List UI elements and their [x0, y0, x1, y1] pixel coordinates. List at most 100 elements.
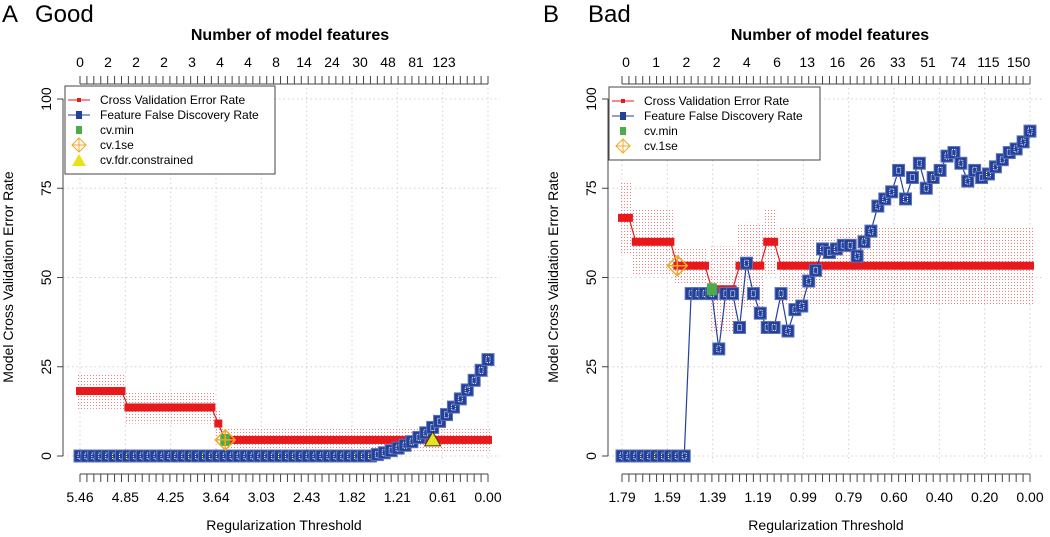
fdr-point-inner: [471, 376, 477, 384]
cv-point: [76, 387, 84, 396]
fdr-point-inner: [813, 266, 819, 274]
cv-point: [338, 435, 347, 444]
legend-label: cv.fdr.constrained: [100, 153, 193, 167]
fdr-point-inner: [757, 309, 763, 317]
x-tick-label: 0.00: [474, 489, 501, 505]
cv-point: [96, 387, 105, 396]
top-tick-label: 0: [622, 54, 630, 70]
fdr-point: [767, 320, 781, 334]
fdr-point: [781, 324, 795, 338]
fdr-point-inner: [986, 170, 992, 178]
top-tick-label: 123: [432, 54, 456, 70]
cv-point: [929, 261, 938, 270]
x-tick-label: 1.79: [608, 489, 635, 505]
x-tick-label: 4.85: [112, 489, 139, 505]
top-tick-label: 16: [830, 54, 846, 70]
cv-point: [943, 261, 952, 270]
cv-point: [1012, 261, 1021, 270]
cv-point: [449, 435, 458, 444]
legend-cv-1se-icon: [615, 138, 631, 154]
cv-point: [435, 435, 444, 444]
fdr-point: [774, 287, 788, 301]
top-tick-label: 13: [799, 54, 815, 70]
cv-1se-marker: [214, 428, 237, 451]
top-axis-title: Number of model features: [731, 27, 929, 44]
top-tick-label: 26: [860, 54, 876, 70]
cv-point: [283, 435, 292, 444]
cv-point: [484, 435, 492, 444]
cv-point: [352, 435, 361, 444]
fdr-point: [857, 235, 871, 249]
top-tick-label: 81: [408, 54, 424, 70]
fdr-point: [726, 287, 740, 301]
fdr-point-inner: [930, 174, 936, 182]
x-axis-title: Regularization Threshold: [748, 517, 903, 533]
fdr-point: [733, 320, 747, 334]
y-tick-label: 75: [583, 180, 599, 196]
cv-point: [749, 261, 758, 270]
legend-label: cv.1se: [644, 139, 678, 153]
top-tick-label: 4: [743, 54, 751, 70]
cv-min-marker: [706, 283, 717, 296]
y-axis-title: Model Cross Validation Error Rate: [0, 171, 16, 383]
legend-label: Feature False Discovery Rate: [644, 109, 803, 123]
cv-point: [839, 261, 848, 270]
cv-point: [311, 435, 320, 444]
y-tick-label: 0: [38, 452, 54, 460]
x-tick-label: 0.20: [971, 489, 998, 505]
x-tick-label: 3.03: [248, 489, 275, 505]
cv-point: [304, 435, 313, 444]
cv-point: [290, 435, 299, 444]
fdr-point: [809, 263, 823, 277]
cv-point: [694, 261, 703, 270]
top-tick-label: 2: [713, 54, 721, 70]
fdr-point: [899, 192, 913, 206]
y-tick-label: 50: [38, 270, 54, 286]
fdr-point: [947, 146, 961, 160]
cv-point: [158, 403, 167, 412]
top-tick-label: 0: [76, 54, 84, 70]
cv-point: [901, 261, 910, 270]
fdr-point: [912, 156, 926, 170]
fdr-point-inner: [450, 403, 456, 411]
fdr-point-inner: [937, 166, 943, 174]
cv-1se-marker: [666, 254, 689, 277]
fdr-point: [795, 299, 809, 313]
cv-point: [172, 403, 181, 412]
x-tick-label: 5.46: [66, 489, 93, 505]
cv-point: [687, 261, 696, 270]
cv-point: [735, 261, 744, 270]
top-tick-label: 2: [683, 54, 691, 70]
fdr-point-inner: [992, 163, 998, 171]
legend-label: cv.min: [644, 124, 678, 138]
cv-point: [998, 261, 1007, 270]
cv-point: [179, 403, 188, 412]
cv-point: [463, 435, 472, 444]
fdr-point: [753, 306, 767, 320]
fdr-point: [885, 185, 899, 199]
fdr-point-inner: [847, 241, 853, 249]
fdr-point-inner: [1013, 145, 1019, 153]
fdr-point-inner: [485, 356, 491, 364]
fdr-point-inner: [478, 366, 484, 374]
fdr-point-inner: [806, 277, 812, 285]
cv-point: [241, 435, 250, 444]
fdr-point: [474, 363, 488, 377]
cv-point: [366, 435, 375, 444]
fdr-point: [467, 373, 481, 387]
cv-point: [421, 435, 430, 444]
panel-title: Good: [35, 1, 94, 28]
legend-cv-min-icon: [620, 127, 626, 135]
fdr-point-inner: [1020, 138, 1026, 146]
top-tick-label: 24: [324, 54, 340, 70]
cv-point: [214, 419, 223, 428]
panel-letter: A: [2, 1, 18, 28]
fdr-point-inner: [854, 252, 860, 260]
cv-point: [908, 261, 917, 270]
top-tick-label: 51: [920, 54, 936, 70]
cv-point: [456, 435, 465, 444]
fdr-point: [850, 249, 864, 263]
cv-point: [359, 435, 368, 444]
panel-b-bad: B Bad Number of model features 0 25 50 75 100 Mo…: [543, 1, 1044, 533]
